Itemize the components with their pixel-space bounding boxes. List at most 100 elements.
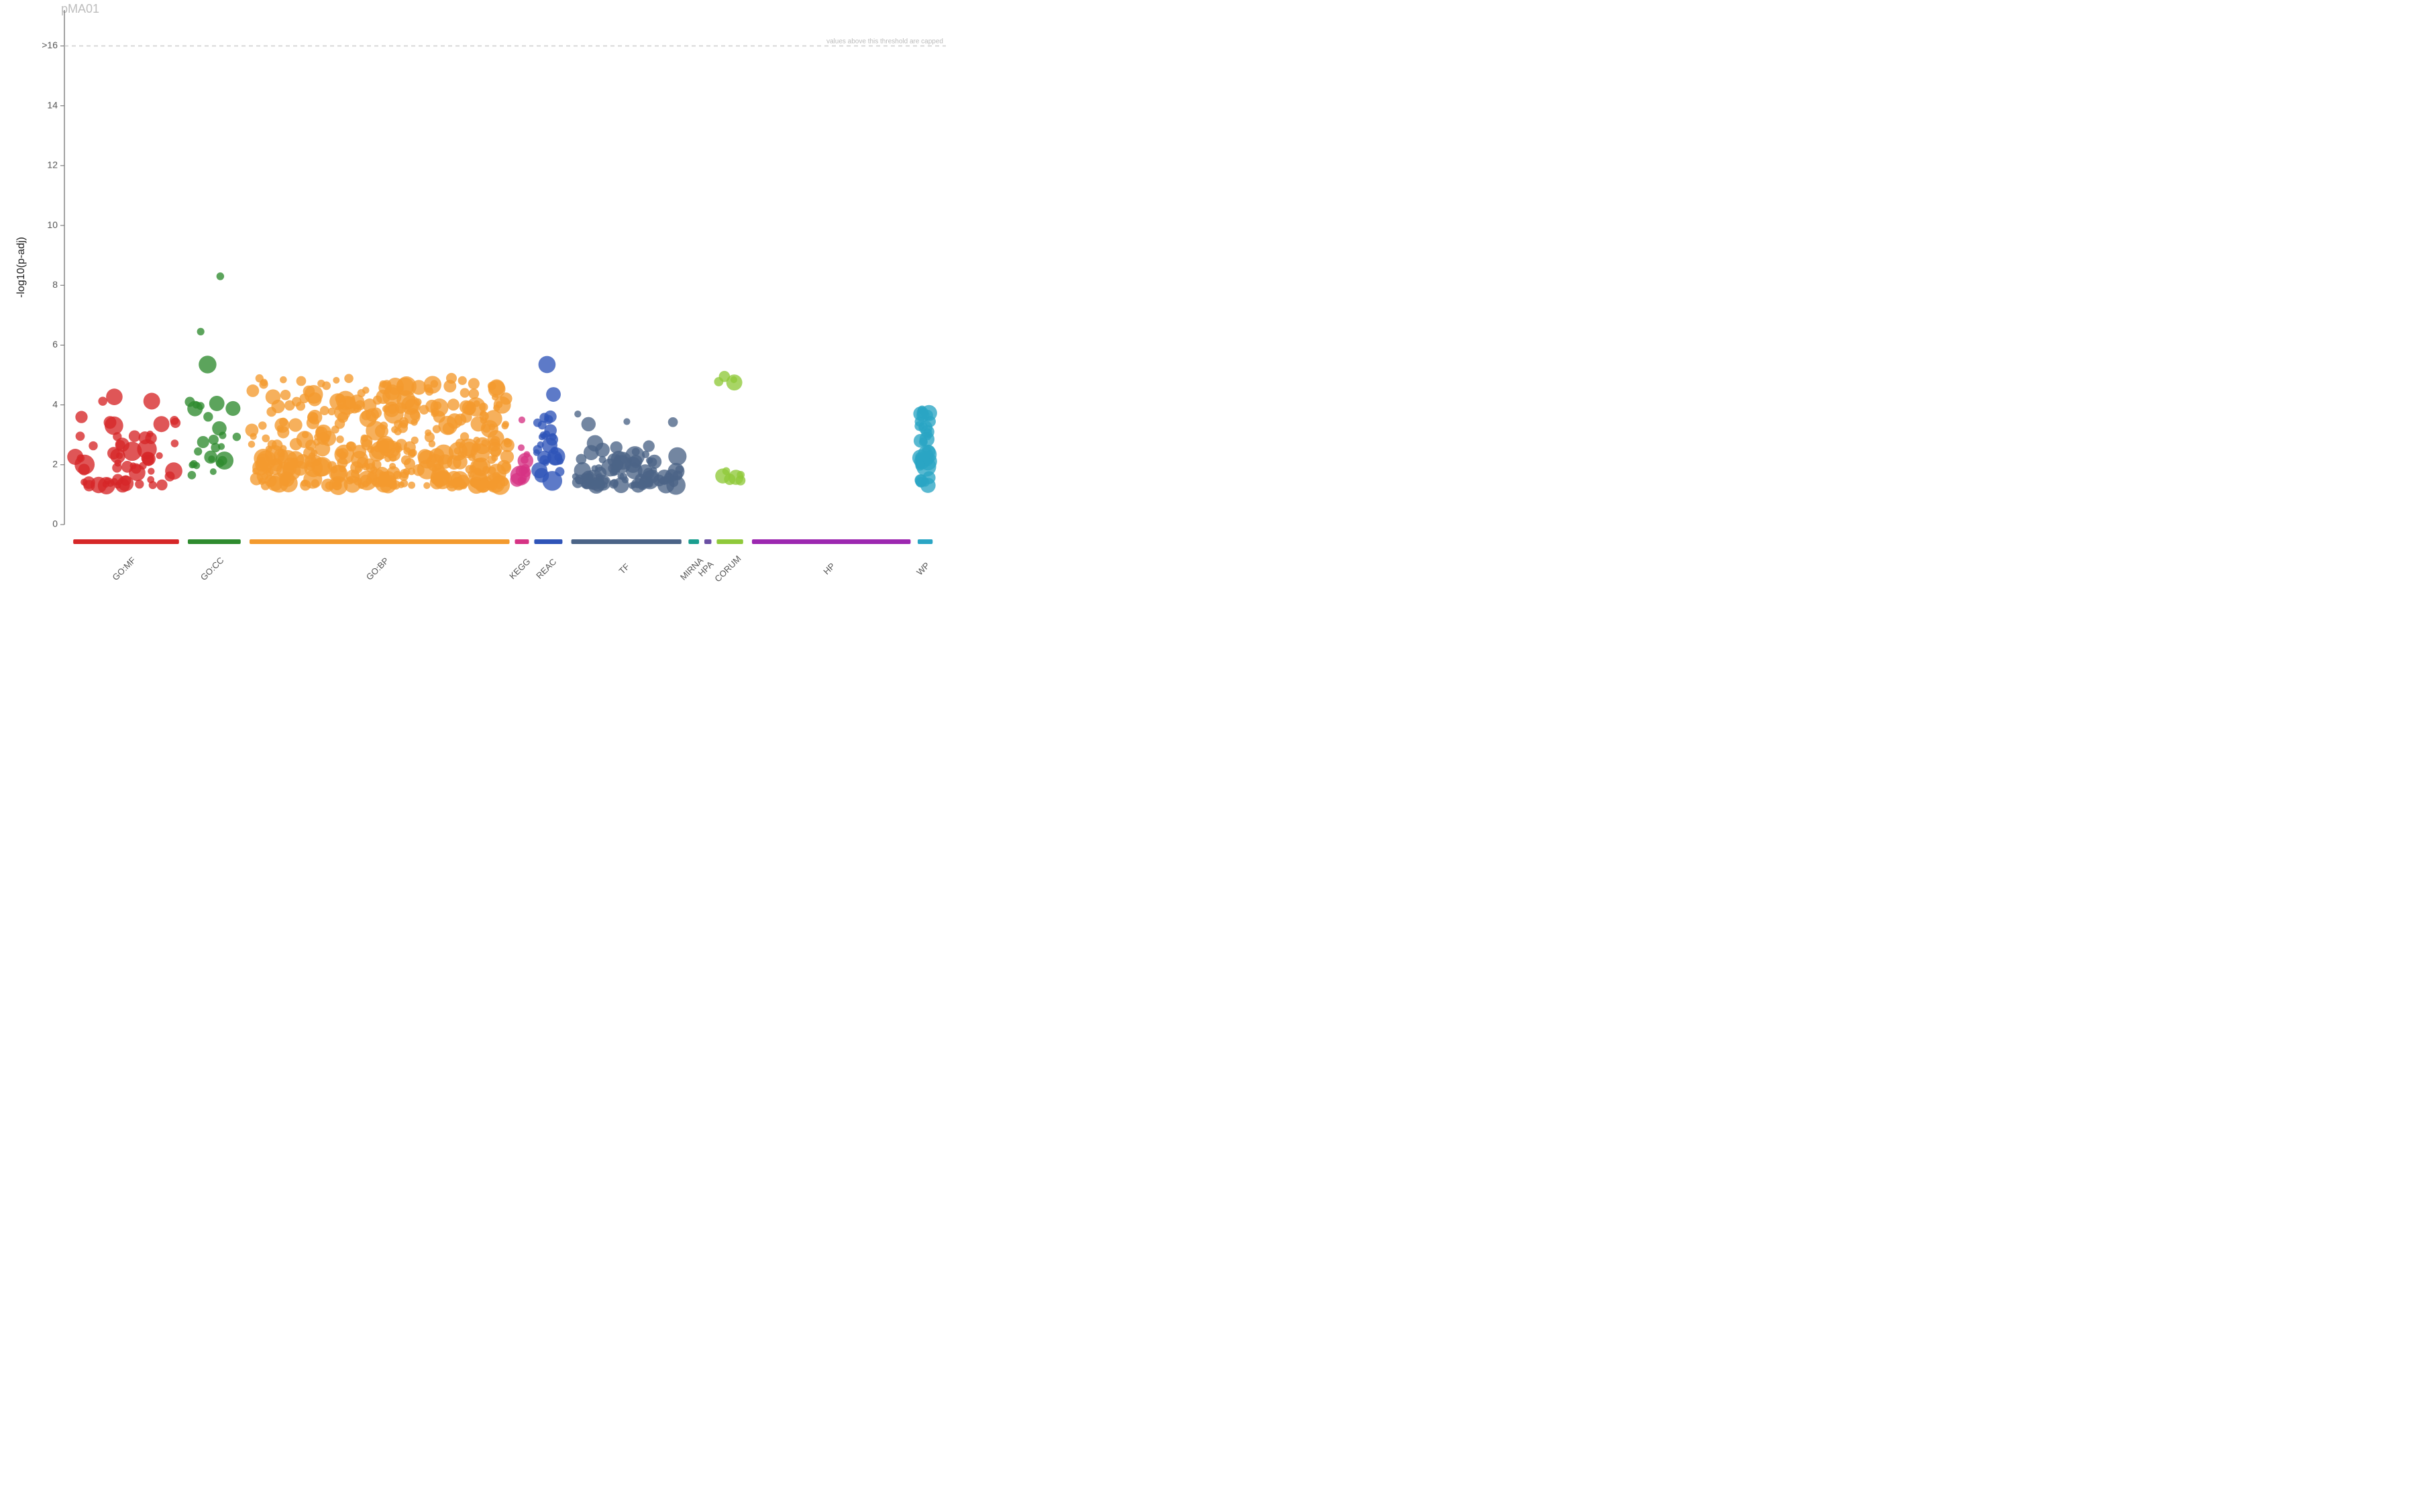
data-point[interactable] bbox=[129, 431, 140, 442]
data-point[interactable] bbox=[396, 376, 417, 396]
data-point[interactable] bbox=[557, 457, 564, 465]
data-point[interactable] bbox=[487, 480, 497, 490]
data-point[interactable] bbox=[391, 426, 398, 433]
data-point[interactable] bbox=[731, 376, 737, 383]
data-point[interactable] bbox=[246, 384, 259, 397]
data-point[interactable] bbox=[411, 437, 419, 444]
data-point[interactable] bbox=[408, 482, 415, 489]
data-point[interactable] bbox=[520, 475, 527, 482]
data-point[interactable] bbox=[113, 432, 121, 441]
data-point[interactable] bbox=[288, 418, 302, 431]
data-point[interactable] bbox=[431, 408, 439, 416]
data-point[interactable] bbox=[190, 460, 198, 468]
data-point[interactable] bbox=[916, 460, 924, 469]
data-point[interactable] bbox=[215, 451, 233, 470]
data-point[interactable] bbox=[546, 387, 561, 402]
data-point[interactable] bbox=[354, 477, 362, 485]
data-point[interactable] bbox=[469, 388, 480, 399]
data-point[interactable] bbox=[924, 433, 931, 440]
data-point[interactable] bbox=[339, 466, 345, 472]
data-point[interactable] bbox=[519, 417, 525, 423]
data-point[interactable] bbox=[280, 445, 286, 451]
data-point[interactable] bbox=[258, 457, 265, 464]
data-point[interactable] bbox=[409, 449, 417, 456]
data-point[interactable] bbox=[639, 476, 651, 488]
data-point[interactable] bbox=[343, 396, 356, 409]
data-point[interactable] bbox=[468, 378, 480, 389]
data-point[interactable] bbox=[248, 441, 256, 448]
data-point[interactable] bbox=[446, 373, 457, 384]
data-point[interactable] bbox=[277, 425, 284, 432]
data-point[interactable] bbox=[493, 404, 500, 411]
data-point[interactable] bbox=[918, 421, 932, 435]
data-point[interactable] bbox=[344, 374, 354, 383]
data-point[interactable] bbox=[204, 451, 217, 464]
data-point[interactable] bbox=[668, 447, 686, 466]
data-point[interactable] bbox=[266, 445, 272, 452]
data-point[interactable] bbox=[539, 433, 545, 440]
data-point[interactable] bbox=[595, 443, 610, 457]
data-point[interactable] bbox=[269, 473, 288, 492]
data-point[interactable] bbox=[116, 452, 123, 459]
data-point[interactable] bbox=[480, 479, 488, 488]
data-point[interactable] bbox=[346, 477, 354, 484]
data-point[interactable] bbox=[322, 381, 331, 390]
data-point[interactable] bbox=[642, 451, 649, 458]
data-point[interactable] bbox=[336, 435, 343, 443]
data-point[interactable] bbox=[297, 376, 307, 386]
data-point[interactable] bbox=[668, 417, 678, 427]
data-point[interactable] bbox=[370, 466, 378, 474]
data-point[interactable] bbox=[199, 356, 216, 373]
data-point[interactable] bbox=[75, 411, 87, 423]
data-point[interactable] bbox=[501, 462, 511, 472]
data-point[interactable] bbox=[398, 482, 405, 488]
data-point[interactable] bbox=[144, 393, 160, 410]
data-point[interactable] bbox=[454, 414, 466, 426]
data-point[interactable] bbox=[98, 396, 107, 406]
data-point[interactable] bbox=[170, 418, 180, 428]
data-point[interactable] bbox=[284, 400, 294, 411]
data-point[interactable] bbox=[380, 422, 388, 430]
data-point[interactable] bbox=[217, 272, 225, 280]
data-point[interactable] bbox=[462, 401, 476, 415]
data-point[interactable] bbox=[154, 416, 170, 432]
data-point[interactable] bbox=[307, 417, 319, 429]
data-point[interactable] bbox=[258, 421, 267, 430]
data-point[interactable] bbox=[225, 401, 240, 416]
data-point[interactable] bbox=[376, 390, 390, 404]
data-point[interactable] bbox=[335, 419, 345, 429]
data-point[interactable] bbox=[471, 416, 486, 431]
data-point[interactable] bbox=[203, 412, 213, 421]
data-point[interactable] bbox=[584, 470, 604, 490]
data-point[interactable] bbox=[305, 439, 316, 450]
data-point[interactable] bbox=[106, 388, 123, 405]
data-point[interactable] bbox=[432, 464, 445, 476]
data-point[interactable] bbox=[314, 433, 321, 440]
data-point[interactable] bbox=[521, 456, 529, 464]
data-point[interactable] bbox=[188, 471, 197, 480]
data-point[interactable] bbox=[89, 441, 97, 450]
data-point[interactable] bbox=[259, 380, 268, 388]
data-point[interactable] bbox=[666, 476, 686, 495]
data-point[interactable] bbox=[165, 472, 175, 482]
data-point[interactable] bbox=[233, 433, 241, 441]
data-point[interactable] bbox=[460, 388, 470, 397]
data-point[interactable] bbox=[490, 446, 502, 457]
data-point[interactable] bbox=[921, 405, 937, 421]
data-point[interactable] bbox=[156, 452, 162, 459]
data-point[interactable] bbox=[379, 380, 386, 388]
data-point[interactable] bbox=[142, 452, 156, 466]
data-point[interactable] bbox=[156, 480, 167, 490]
data-point[interactable] bbox=[419, 405, 429, 415]
data-point[interactable] bbox=[149, 481, 157, 489]
data-point[interactable] bbox=[538, 421, 547, 429]
data-point[interactable] bbox=[262, 435, 270, 443]
data-point[interactable] bbox=[111, 478, 118, 486]
data-point[interactable] bbox=[262, 473, 268, 480]
data-point[interactable] bbox=[299, 394, 309, 403]
data-point[interactable] bbox=[130, 462, 137, 469]
data-point[interactable] bbox=[266, 407, 276, 417]
data-point[interactable] bbox=[280, 390, 290, 400]
data-point[interactable] bbox=[423, 482, 430, 489]
data-point[interactable] bbox=[401, 455, 411, 466]
